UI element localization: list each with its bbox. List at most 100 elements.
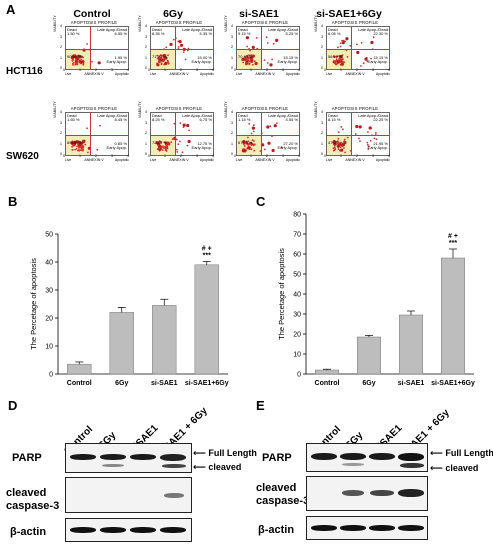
scatter-dot	[343, 138, 346, 141]
scatter-dot	[343, 140, 345, 143]
scatter-dot	[266, 125, 270, 129]
scatter-dot	[161, 58, 164, 61]
y-tick-label: 20	[45, 316, 53, 323]
category-label: si-SAE1+6Gy	[431, 380, 475, 387]
y-tick: 1	[231, 55, 233, 60]
quadrant-early: 15.15 % Early Apop.	[278, 55, 298, 65]
y-tick-label: 10	[293, 352, 301, 359]
y-tick: 3	[321, 120, 323, 125]
flow-plot-area: Dead 9.15 % Late Apop./Dead 5.25 % 70.45 % 15…	[236, 26, 300, 70]
flow-plot: APOPTOSIS PROFILE VIABILITY 4 3 2 1 0 Dead 1.65 …	[53, 101, 133, 164]
scatter-dot	[172, 38, 175, 41]
scatter-dot	[341, 54, 344, 57]
quadrant-live-value: 67.05 %	[238, 140, 253, 145]
quadrant-late-label: Late Apop./Dead	[358, 113, 388, 118]
scatter-dot	[332, 147, 335, 150]
edge-live-label: Live	[65, 158, 72, 162]
y-tick: 4	[60, 24, 62, 28]
scatter-dot	[344, 151, 346, 154]
scatter-dot	[333, 60, 335, 62]
edge-apoptotic-label: Apoptotic	[114, 72, 129, 76]
quadrant-vertical-line	[351, 27, 352, 69]
band	[70, 454, 96, 460]
y-tick-label: 50	[45, 232, 53, 239]
scatter-dot	[337, 131, 340, 133]
band	[340, 453, 366, 460]
quadrant-horizontal-line	[151, 135, 213, 136]
quadrant-late-value: 5.25 %	[285, 31, 298, 37]
x-axis-label: ANNEXIN V	[345, 72, 365, 76]
x-tick: 4	[388, 68, 390, 72]
y-axis-label: VIABILITY	[224, 15, 228, 32]
band	[400, 463, 424, 468]
bar-chart-c: 0 10 20 30 40 50 60 70 80 The Percetage of apopto…	[262, 198, 482, 393]
y-tick: 1	[231, 141, 233, 146]
quadrant-dead-value: 6.05 %	[328, 31, 341, 37]
scatter-dot	[244, 57, 247, 59]
scatter-dot	[245, 36, 249, 40]
y-tick: 0	[321, 152, 323, 156]
scatter-dot	[276, 122, 278, 124]
x-axis-label: ANNEXIN V	[169, 158, 189, 162]
scatter-dot	[177, 40, 180, 43]
scatter-dot	[160, 55, 163, 57]
x-tick: 1	[79, 68, 81, 72]
blot-actin-e	[306, 516, 428, 540]
scatter-dot	[366, 60, 369, 62]
scatter-dot	[246, 55, 248, 57]
flow-plot-title: APOPTOSIS PROFILE	[241, 20, 289, 25]
flow-plot-area: Dead 8.35 % Late Apop./Dead 5.35 % 71.30 % 15…	[150, 26, 214, 70]
quadrant-early-value: 15.15 %	[283, 55, 298, 60]
bar	[398, 314, 424, 375]
blot-caspase-d	[65, 477, 192, 513]
edge-apoptotic-label: Apoptotic	[375, 72, 390, 76]
scatter-dot	[338, 58, 340, 60]
scatter-dot	[182, 51, 185, 53]
scatter-dot	[336, 60, 340, 64]
edge-live-label: Live	[236, 158, 243, 162]
scatter-dot	[364, 57, 368, 61]
y-ticks: 4 3 2 1 0	[60, 110, 62, 156]
x-ticks: 0 1 2 3 4	[148, 154, 214, 158]
quadrant-dead: Dead 1.15 %	[238, 113, 250, 123]
scatter-dot	[182, 126, 185, 128]
quadrant-early-label: Early Apop.	[277, 145, 298, 151]
flow-plot-title: APOPTOSIS PROFILE	[70, 20, 118, 25]
y-tick-label: 60	[293, 252, 301, 259]
panel-label-a: A	[6, 2, 16, 17]
x-tick: 3	[372, 154, 374, 158]
scatter-dot	[340, 126, 343, 128]
quadrant-late-label: Late Apop./Dead	[268, 27, 298, 32]
scatter-dot	[160, 57, 163, 59]
band	[311, 453, 337, 460]
arrow-cleaved-e: ⟵ cleaved	[430, 463, 479, 473]
scatter-dot	[157, 57, 160, 60]
scatter-dot	[167, 62, 170, 65]
scatter-dot	[272, 43, 275, 45]
scatter-dot	[369, 140, 372, 142]
y-tick: 3	[321, 34, 323, 39]
y-ticks: 4 3 2 1 0	[145, 24, 147, 70]
quadrant-early-value: 12.75 %	[197, 141, 212, 146]
edge-apoptotic-label: Apoptotic	[114, 158, 129, 162]
live-gate	[151, 135, 175, 155]
scatter-dot	[252, 130, 255, 133]
quadrant-late-label: Late Apop./Dead	[97, 27, 127, 32]
scatter-dot	[342, 58, 344, 61]
x-tick: 1	[164, 154, 166, 158]
scatter-dot	[359, 140, 361, 142]
blot-label-caspase3: caspase-3	[6, 500, 60, 512]
flow-plot-title: APOPTOSIS PROFILE	[70, 106, 118, 111]
x-ticks: 0 1 2 3 4	[234, 68, 300, 72]
x-axis-label: ANNEXIN V	[169, 72, 189, 76]
y-tick-label: 70	[293, 232, 301, 239]
scatter-dot	[171, 138, 174, 140]
flow-plot-title: APOPTOSIS PROFILE	[331, 106, 379, 111]
blot-label-parp: PARP	[12, 452, 42, 464]
blot-parp-e	[306, 443, 428, 472]
scatter-dot	[164, 145, 166, 148]
scatter-dot	[91, 61, 93, 63]
x-tick: 1	[164, 68, 166, 72]
y-tick: 4	[231, 24, 233, 28]
column-header-control: Control	[73, 8, 111, 20]
